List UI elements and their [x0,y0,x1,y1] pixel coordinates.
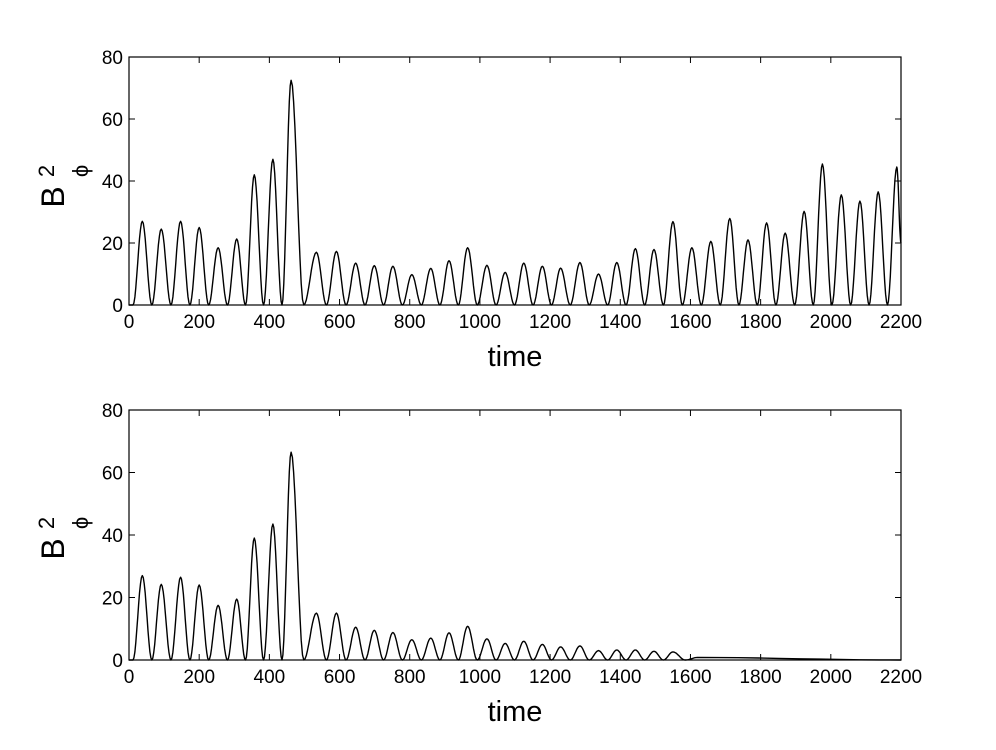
x-tick-label: 1800 [739,312,781,333]
series-line [128,451,902,661]
top-panel: 0 200 400 600 800 1000 1200 1400 1600 1800 2000 220… [34,48,922,373]
y-tick-label: 40 [102,172,123,193]
y-tick-label: 80 [102,401,123,422]
x-tick-label: 2000 [810,667,852,688]
y-axis-label-base: B [35,538,71,559]
y-axis-label-superscript: 2 [34,517,59,529]
y-axis-label-subscript: ϕ [68,165,93,177]
x-tick-label: 1200 [529,312,571,333]
x-tick-label: 1600 [669,667,711,688]
x-tick-label: 600 [324,312,356,333]
x-tick-label: 2000 [810,312,852,333]
x-tick-label: 2200 [880,667,922,688]
x-tick-label: 1000 [459,667,501,688]
x-tick-label: 200 [183,667,215,688]
x-tick-label: 1400 [599,312,641,333]
y-axis-label-base: B [35,186,71,207]
x-tick-label: 1600 [669,312,711,333]
y-axis-label-superscript: 2 [34,165,59,177]
y-axis-label: B 2 ϕ [34,517,93,560]
y-tick-label: 60 [102,464,123,485]
x-tick-label: 400 [254,312,286,333]
x-tick-label: 2200 [880,312,922,333]
x-tick-label: 800 [394,312,426,333]
plot-frame [128,56,902,306]
y-tick-label: 20 [102,589,123,610]
y-tick-label: 0 [112,651,123,672]
x-tick-label: 800 [394,667,426,688]
y-tick-label: 0 [112,296,123,317]
x-axis-label: time [488,696,543,728]
x-tick-label: 200 [183,312,215,333]
x-tick-label: 1000 [459,312,501,333]
x-tick-label: 0 [124,312,135,333]
x-tick-label: 400 [254,667,286,688]
y-axis-label: B 2 ϕ [34,165,93,208]
bottom-panel: 0 200 400 600 800 1000 1200 1400 1600 1800 2000 220… [34,401,922,728]
x-tick-label: 1800 [739,667,781,688]
y-tick-label: 80 [102,48,123,69]
x-tick-label: 600 [324,667,356,688]
x-tick-label: 1400 [599,667,641,688]
series-line [128,79,902,306]
x-axis-label: time [488,341,543,373]
x-tick-label: 1200 [529,667,571,688]
y-tick-label: 20 [102,234,123,255]
plot-frame [128,409,902,661]
y-axis-label-subscript: ϕ [68,517,93,529]
y-tick-label: 60 [102,110,123,131]
y-tick-label: 40 [102,526,123,547]
x-tick-label: 0 [124,667,135,688]
